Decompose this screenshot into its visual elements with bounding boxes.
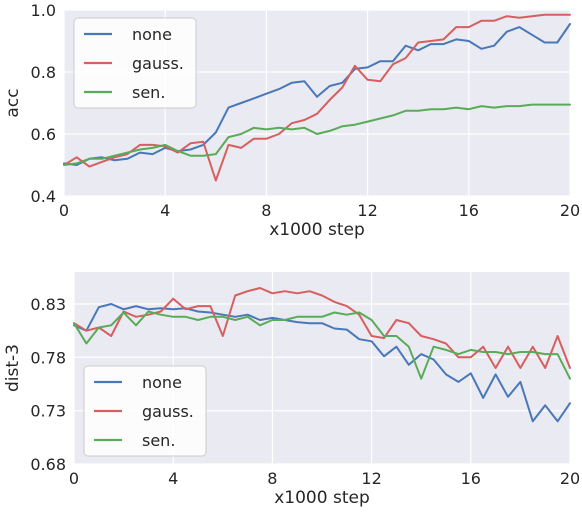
dist3-x-tick-label: 4 [168, 469, 178, 488]
dist3-x-axis-label: x1000 step [274, 488, 370, 508]
acc-series-sen-line [63, 103, 571, 166]
dist3-legend-box [83, 365, 207, 457]
acc-series-gauss-line [63, 13, 571, 182]
dist3-y-tick-label: 0.78 [30, 348, 66, 367]
acc-y-tick-label: 0.8 [31, 63, 56, 82]
dist3-legend-label-sen: sen. [142, 431, 175, 450]
acc-x-tick-label: 20 [560, 201, 580, 220]
dist3-series-sen-line [73, 310, 571, 380]
acc-y-axis-label: acc [3, 88, 23, 117]
dist3-x-tick-label: 12 [361, 469, 381, 488]
acc-legend-box [73, 17, 197, 109]
acc-x-tick-label: 4 [160, 201, 170, 220]
acc-legend-label-sen: sen. [132, 83, 165, 102]
dist3-series-none-line [73, 303, 571, 423]
acc-series-none-line [63, 23, 571, 166]
dist3-series-gauss-line [73, 287, 571, 369]
dist3-y-tick-label: 0.73 [30, 402, 66, 421]
dist3-legend: none gauss. sen. [83, 365, 207, 457]
dist3-x-tick-label: 20 [560, 469, 580, 488]
acc-chart: 0 4 8 12 16 20 0.4 0.6 0.8 1.0 x1000 step acc non… [3, 1, 580, 240]
dist3-legend-label-none: none [142, 373, 182, 392]
dist3-legend-label-gauss: gauss. [142, 402, 194, 421]
acc-x-axis-label: x1000 step [269, 220, 365, 240]
dist3-y-axis-label: dist-3 [3, 344, 23, 392]
acc-y-tick-label: 0.6 [31, 125, 56, 144]
acc-legend-label-none: none [132, 25, 172, 44]
acc-legend-label-gauss: gauss. [132, 54, 184, 73]
dist3-chart: 0 4 8 12 16 20 0.68 0.73 0.78 0.83 x1000 step dis… [3, 272, 580, 508]
acc-x-tick-label: 16 [459, 201, 479, 220]
dist3-x-tick-label: 16 [461, 469, 481, 488]
acc-x-tick-label: 0 [59, 201, 69, 220]
acc-y-tick-label: 0.4 [31, 187, 56, 206]
dist3-y-tick-label: 0.83 [30, 295, 66, 314]
dist3-y-tick-label: 0.68 [30, 455, 66, 474]
dist3-x-tick-label: 8 [267, 469, 277, 488]
acc-x-tick-label: 8 [261, 201, 271, 220]
acc-legend: none gauss. sen. [73, 17, 197, 109]
acc-x-tick-label: 12 [357, 201, 377, 220]
dist3-x-tick-label: 0 [69, 469, 79, 488]
acc-y-tick-label: 1.0 [31, 1, 56, 20]
